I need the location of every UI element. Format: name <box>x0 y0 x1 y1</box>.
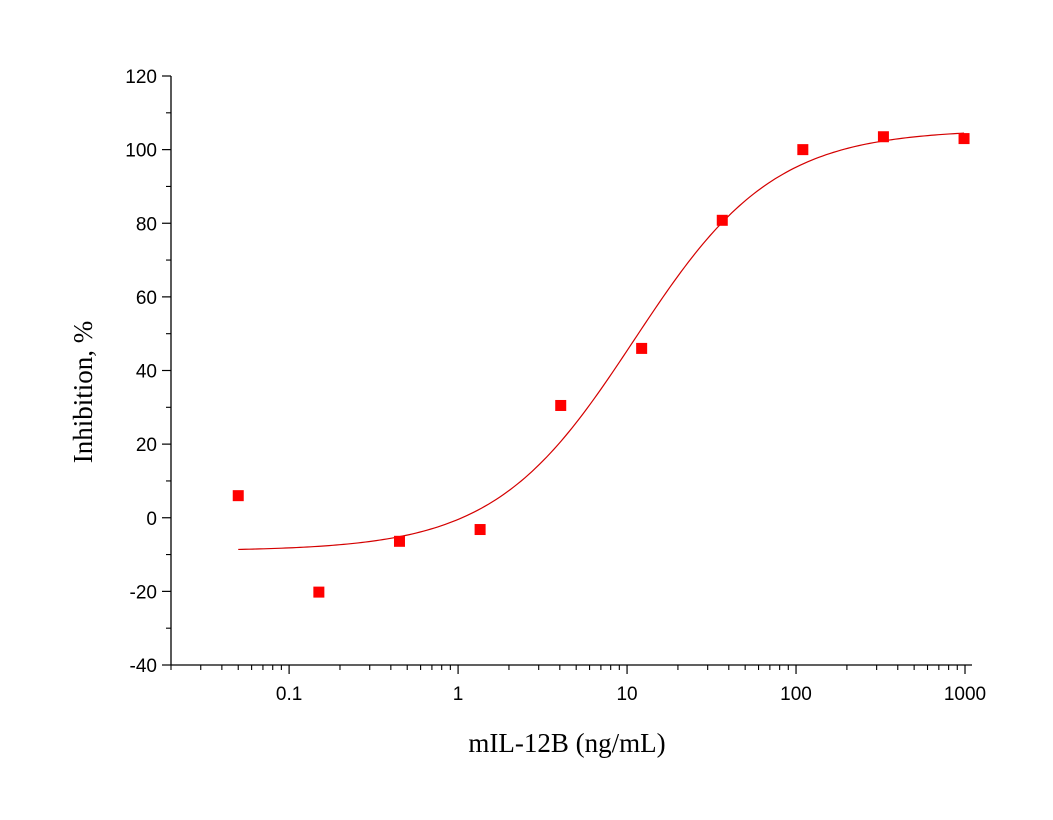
y-axis: -40 -20 0 20 40 60 80 100 120 <box>125 67 171 677</box>
x-tick-label: 1 <box>453 684 464 705</box>
y-tick-label: 20 <box>136 435 157 456</box>
y-tick-label: -40 <box>130 656 157 677</box>
data-point <box>232 490 244 502</box>
data-point <box>958 133 970 145</box>
data-point <box>474 524 486 536</box>
y-tick-label: 60 <box>136 288 157 309</box>
fit-curve-layer <box>238 132 965 551</box>
data-point <box>797 144 809 156</box>
data-point <box>716 214 728 226</box>
y-tick-label: 80 <box>136 214 157 235</box>
y-tick-label: 100 <box>125 141 157 162</box>
fit-curve <box>238 132 965 551</box>
x-axis-title: mIL-12B (ng/mL) <box>468 728 665 758</box>
data-point <box>555 399 567 411</box>
data-point <box>313 586 325 598</box>
y-tick-label: 120 <box>125 67 157 88</box>
x-tick-label: 10 <box>616 684 637 705</box>
data-point <box>636 342 648 354</box>
y-axis-title: Inhibition, % <box>68 321 98 464</box>
data-point <box>393 535 405 547</box>
x-tick-label: 0.1 <box>276 684 302 705</box>
data-point <box>877 131 889 143</box>
y-tick-label: 0 <box>146 509 157 530</box>
x-tick-label: 1000 <box>944 684 986 705</box>
data-points <box>232 131 970 598</box>
x-tick-label: 100 <box>780 684 812 705</box>
y-tick-label: 40 <box>136 362 157 383</box>
x-axis: 0.1 1 10 100 1000 <box>170 665 986 705</box>
plot-area <box>170 76 972 666</box>
y-tick-label: -20 <box>130 582 157 603</box>
